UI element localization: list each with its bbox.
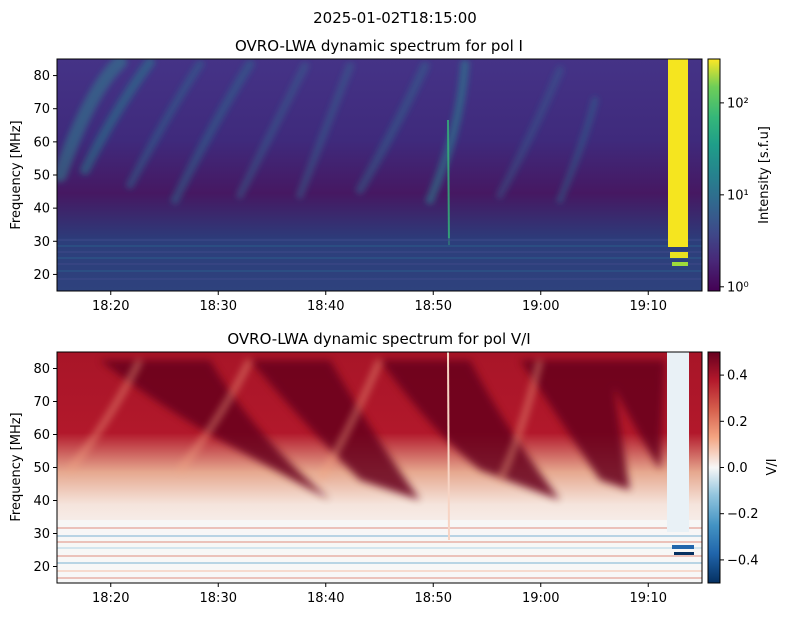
y-tick-label: 50 bbox=[33, 461, 50, 476]
y-tick-label: 30 bbox=[33, 235, 50, 250]
x-tick-label: 19:10 bbox=[630, 299, 667, 314]
heatmap-image-2 bbox=[57, 352, 702, 583]
colorbar-tick-label: 0.0 bbox=[727, 461, 748, 476]
colorbar-1-ticks: 10⁰ 10¹ 10² bbox=[720, 96, 749, 295]
y-tick-label: 60 bbox=[33, 135, 50, 150]
x-tick-label: 18:40 bbox=[307, 591, 344, 606]
colorbar-1-label: Intensity [s.f.u] bbox=[757, 126, 772, 224]
panel-2-ylabel: Frequency [MHz] bbox=[9, 412, 24, 521]
colorbar-tick-label: 10⁰ bbox=[727, 280, 749, 295]
y-axis-ticks-2: 20 30 40 50 60 70 80 bbox=[33, 362, 57, 575]
colorbar-tick-label: 0.4 bbox=[727, 369, 748, 384]
x-tick-label: 19:00 bbox=[522, 591, 559, 606]
colorbar-2 bbox=[707, 351, 721, 584]
x-axis-ticks-2: 18:20 18:30 18:40 18:50 19:00 19:10 bbox=[92, 583, 667, 606]
x-tick-label: 18:20 bbox=[92, 299, 129, 314]
x-tick-label: 18:50 bbox=[415, 299, 452, 314]
figure-suptitle: 2025-01-02T18:15:00 bbox=[313, 9, 477, 27]
colorbar-tick-label: −0.4 bbox=[727, 553, 759, 568]
colorbar-tick-label: 10¹ bbox=[727, 188, 749, 203]
x-tick-label: 18:30 bbox=[200, 299, 237, 314]
colorbar-tick-label: 0.2 bbox=[727, 415, 748, 430]
x-axis-ticks-1: 18:20 18:30 18:40 18:50 19:00 19:10 bbox=[92, 291, 667, 314]
x-tick-label: 18:40 bbox=[307, 299, 344, 314]
y-tick-label: 80 bbox=[33, 362, 50, 377]
x-tick-label: 19:10 bbox=[630, 591, 667, 606]
y-tick-label: 60 bbox=[33, 428, 50, 443]
x-tick-label: 18:20 bbox=[92, 591, 129, 606]
x-tick-label: 18:50 bbox=[415, 591, 452, 606]
y-tick-label: 40 bbox=[33, 494, 50, 509]
x-tick-label: 19:00 bbox=[522, 299, 559, 314]
panel-1-ylabel: Frequency [MHz] bbox=[9, 120, 24, 229]
heatmap-image-1 bbox=[57, 59, 702, 291]
panel-2-title: OVRO-LWA dynamic spectrum for pol V/I bbox=[227, 330, 530, 348]
y-tick-label: 40 bbox=[33, 202, 50, 217]
y-tick-label: 70 bbox=[33, 395, 50, 410]
colorbar-tick-label: 10² bbox=[727, 96, 749, 111]
y-tick-label: 20 bbox=[33, 560, 50, 575]
panel-polarization: OVRO-LWA dynamic spectrum for pol V/I bbox=[9, 330, 780, 606]
colorbar-2-ticks: −0.4 −0.2 0.0 0.2 0.4 bbox=[720, 369, 759, 568]
panel-intensity: OVRO-LWA dynamic spectrum for pol I bbox=[9, 37, 772, 314]
y-axis-ticks-1: 20 30 40 50 60 70 80 bbox=[33, 69, 57, 283]
panel-1-title: OVRO-LWA dynamic spectrum for pol I bbox=[235, 37, 523, 55]
colorbar-tick-label: −0.2 bbox=[727, 507, 759, 522]
y-tick-label: 20 bbox=[33, 268, 50, 283]
y-tick-label: 30 bbox=[33, 527, 50, 542]
y-tick-label: 80 bbox=[33, 69, 50, 84]
y-tick-label: 50 bbox=[33, 169, 50, 184]
colorbar-2-label: V/I bbox=[765, 458, 780, 475]
x-tick-label: 18:30 bbox=[200, 591, 237, 606]
colorbar-1 bbox=[707, 58, 721, 292]
y-tick-label: 70 bbox=[33, 102, 50, 117]
